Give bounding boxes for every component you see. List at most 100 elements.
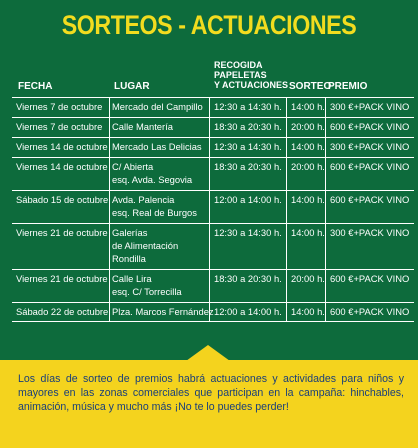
column-divider — [109, 270, 110, 302]
cell-premio: 600 €+PACK VINO — [330, 273, 410, 284]
banner-notch — [186, 345, 230, 361]
cell-sorteo: 20:00 h. — [291, 161, 325, 172]
table-header: FECHA LUGAR RECOGIDA PAPELETAS Y ACTUACI… — [16, 60, 412, 96]
banner-text: Los días de sorteo de premios habrá actu… — [18, 373, 404, 413]
cell-lugar-line: Galerías — [112, 227, 148, 238]
cell-premio: 600 €+PACK VINO — [330, 121, 410, 132]
header-recogida: RECOGIDA PAPELETAS Y ACTUACIONES — [214, 60, 304, 90]
cell-sorteo: 14:00 h. — [291, 306, 325, 317]
cell-lugar-line: Calle Lira — [112, 273, 152, 284]
cell-lugar: Mercado del Campillo — [112, 100, 203, 113]
column-divider — [325, 270, 326, 302]
column-divider — [325, 158, 326, 190]
column-divider — [209, 98, 210, 117]
column-divider — [325, 191, 326, 223]
column-divider — [209, 270, 210, 302]
column-divider — [286, 98, 287, 117]
column-divider — [325, 118, 326, 137]
page-title: SORTEOS - ACTUACIONES — [61, 10, 357, 40]
cell-sorteo: 14:00 h. — [291, 101, 325, 112]
cell-fecha: Viernes 21 de octubre — [16, 227, 108, 238]
header-recogida-line: RECOGIDA — [214, 60, 263, 70]
cell-sorteo: 20:00 h. — [291, 273, 325, 284]
column-divider — [109, 98, 110, 117]
cell-lugar: Calle Lira esq. C/ Torrecilla — [112, 272, 182, 298]
cell-premio: 300 €+PACK VINO — [330, 141, 410, 152]
cell-lugar: Plza. Marcos Fernández — [112, 305, 214, 318]
header-recogida-line: Y ACTUACIONES — [214, 80, 289, 90]
cell-hora: 12:00 a 14:00 h. — [214, 306, 282, 317]
header-fecha: FECHA — [18, 81, 53, 92]
column-divider — [109, 138, 110, 157]
cell-lugar-line: Mercado del Campillo — [112, 101, 203, 112]
cell-sorteo: 14:00 h. — [291, 194, 325, 205]
cell-lugar-line: de Alimentación — [112, 240, 179, 251]
header-recogida-line: PAPELETAS — [214, 70, 267, 80]
cell-premio: 300 €+PACK VINO — [330, 227, 410, 238]
column-divider — [325, 303, 326, 321]
column-divider — [109, 118, 110, 137]
header-lugar: LUGAR — [114, 81, 150, 92]
cell-hora: 12:30 a 14:30 h. — [214, 101, 282, 112]
column-divider — [209, 158, 210, 190]
cell-hora: 12:30 a 14:30 h. — [214, 227, 282, 238]
cell-lugar-line: esq. Real de Burgos — [112, 207, 197, 218]
cell-lugar: C/ Abierta esq. Avda. Segovia — [112, 160, 192, 186]
cell-lugar-line: esq. C/ Torrecilla — [112, 286, 182, 297]
cell-premio: 600 €+PACK VINO — [330, 194, 410, 205]
cell-lugar-line: Avda. Palencia — [112, 194, 175, 205]
cell-lugar-line: Mercado Las Delicias — [112, 141, 202, 152]
column-divider — [286, 191, 287, 223]
table-row: Viernes 14 de octubre C/ Abierta esq. Avda… — [12, 157, 414, 190]
column-divider — [325, 224, 326, 269]
cell-lugar-line: Rondilla — [112, 253, 146, 264]
schedule-table: Viernes 7 de octubre Mercado del Campillo… — [12, 97, 414, 322]
column-divider — [209, 191, 210, 223]
cell-hora: 12:30 a 14:30 h. — [214, 141, 282, 152]
column-divider — [209, 118, 210, 137]
cell-premio: 600 €+PACK VINO — [330, 161, 410, 172]
cell-lugar-line: C/ Abierta — [112, 161, 154, 172]
cell-fecha: Viernes 7 de octubre — [16, 101, 103, 112]
column-divider — [325, 138, 326, 157]
table-row: Viernes 14 de octubre Mercado Las Delicia… — [12, 137, 414, 157]
cell-sorteo: 14:00 h. — [291, 227, 325, 238]
column-divider — [109, 224, 110, 269]
table-row: Viernes 21 de octubre Calle Lira esq. C/ T… — [12, 269, 414, 302]
cell-fecha: Viernes 14 de octubre — [16, 141, 108, 152]
column-divider — [209, 138, 210, 157]
info-banner — [0, 360, 418, 448]
column-divider — [109, 191, 110, 223]
cell-lugar: Calle Mantería — [112, 120, 173, 133]
cell-lugar: Galerías de Alimentación Rondilla — [112, 226, 178, 265]
column-divider — [325, 98, 326, 117]
cell-hora: 18:30 a 20:30 h. — [214, 161, 282, 172]
column-divider — [286, 118, 287, 137]
cell-premio: 300 €+PACK VINO — [330, 101, 410, 112]
column-divider — [286, 224, 287, 269]
cell-hora: 18:30 a 20:30 h. — [214, 273, 282, 284]
column-divider — [286, 303, 287, 321]
cell-fecha: Viernes 14 de octubre — [16, 161, 108, 172]
table-row: Viernes 7 de octubre Calle Mantería 18:30 … — [12, 117, 414, 137]
cell-fecha: Sábado 22 de octubre — [16, 306, 109, 317]
column-divider — [286, 158, 287, 190]
column-divider — [109, 303, 110, 321]
header-sorteo: SORTEO — [289, 81, 332, 92]
table-row: Viernes 7 de octubre Mercado del Campillo… — [12, 97, 414, 117]
cell-fecha: Viernes 7 de octubre — [16, 121, 103, 132]
cell-lugar: Avda. Palencia esq. Real de Burgos — [112, 193, 197, 219]
column-divider — [109, 158, 110, 190]
cell-sorteo: 14:00 h. — [291, 141, 325, 152]
cell-sorteo: 20:00 h. — [291, 121, 325, 132]
cell-fecha: Viernes 21 de octubre — [16, 273, 108, 284]
cell-fecha: Sábado 15 de octubre — [16, 194, 109, 205]
table-row: Viernes 21 de octubre Galerías de Alimenta… — [12, 223, 414, 269]
column-divider — [286, 270, 287, 302]
cell-lugar-line: esq. Avda. Segovia — [112, 174, 193, 185]
cell-lugar-line: Plza. Marcos Fernández — [112, 306, 214, 317]
cell-lugar: Mercado Las Delicias — [112, 140, 202, 153]
table-row: Sábado 22 de octubre Plza. Marcos Fernánd… — [12, 302, 414, 322]
cell-hora: 18:30 a 20:30 h. — [214, 121, 282, 132]
column-divider — [209, 303, 210, 321]
